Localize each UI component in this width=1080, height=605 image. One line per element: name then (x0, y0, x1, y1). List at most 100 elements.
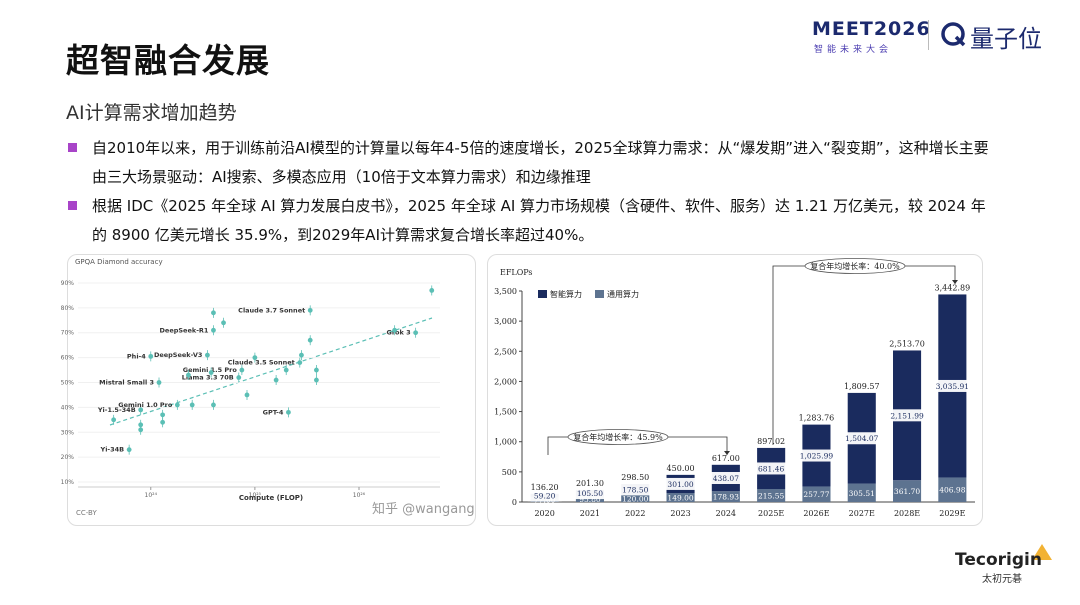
y-tick-label: 1,500 (494, 408, 517, 417)
point-label: Mistral Small 3 (99, 379, 154, 387)
x-tick-label: 10²⁶ (353, 492, 366, 499)
point-label: Phi-4 (127, 352, 146, 360)
point (205, 352, 210, 358)
point (186, 372, 191, 378)
point-label: Gemini 1.0 Pro (118, 401, 173, 409)
label-box (844, 432, 879, 445)
point-label: Claude 3.7 Sonnet (238, 306, 305, 314)
point (148, 353, 154, 359)
point (189, 402, 195, 408)
value-label: 438.07 (713, 474, 739, 483)
annotation: 复合年均增长率：40.0% (810, 261, 900, 271)
y-tick-label: 50% (61, 380, 75, 387)
annotation-oval (804, 258, 906, 274)
label-box (754, 462, 789, 475)
unit-label: EFLOPs (500, 268, 533, 277)
value-label: 301.00 (667, 480, 693, 489)
label-box (799, 449, 834, 462)
label-box (890, 409, 925, 422)
y-tick-label: 1,000 (494, 438, 517, 447)
label-box (663, 477, 698, 490)
y-tick-label: 2,500 (494, 347, 517, 356)
point (413, 330, 419, 336)
point-label: GPT-4 (263, 408, 284, 416)
value-label: 95.80 (579, 495, 601, 504)
y-tick-label: 40% (61, 404, 75, 411)
point (126, 447, 132, 453)
x-tick-label: 2026E (803, 509, 829, 518)
point (174, 402, 180, 408)
point (283, 367, 289, 373)
source: CC-BY (76, 509, 97, 517)
point (211, 402, 216, 408)
slide-subtitle: AI计算需求增加趋势 (66, 102, 237, 124)
total-label: 3,442.89 (935, 283, 971, 292)
x-tick-label: 2023 (670, 509, 690, 518)
value-label: 1,504.07 (845, 434, 879, 443)
value-label: 215.55 (758, 492, 784, 501)
point (236, 375, 242, 380)
slide-title: 超智融合发展 (66, 41, 270, 80)
label-box (935, 379, 970, 392)
annotation-arrow (952, 280, 958, 284)
total-label: 2,513.70 (889, 339, 925, 348)
point (138, 407, 144, 413)
x-tick-label: 2027E (849, 509, 875, 518)
point (392, 327, 398, 333)
value-label: 1,025.99 (800, 452, 834, 461)
point (221, 320, 226, 326)
total-label: 897.02 (757, 437, 785, 446)
event-tagline: 智能未来大会 (814, 45, 893, 55)
x-tick-label: 10²⁴ (145, 492, 158, 499)
point (307, 307, 313, 313)
point (138, 427, 144, 433)
y-tick-label: 60% (61, 355, 75, 362)
bar-segment (575, 496, 604, 502)
value-label: 361.70 (894, 487, 920, 496)
point (211, 310, 216, 316)
total-label: 450.00 (667, 464, 695, 473)
point-label: Gemini 1.5 Pro (183, 366, 238, 374)
y-tick-label: 500 (502, 468, 517, 477)
total-label: 201.30 (576, 479, 604, 488)
point (286, 409, 291, 415)
point (299, 352, 304, 358)
value-label: 59.20 (534, 492, 556, 501)
point (160, 419, 166, 425)
total-label: 617.00 (712, 454, 740, 463)
chart-panel (67, 254, 476, 526)
point (252, 355, 258, 361)
x-tick-label: 10²⁵ (249, 492, 262, 499)
point-label: DeepSeek-V3 (154, 351, 202, 359)
point (314, 367, 319, 373)
x-tick-label: 2024 (716, 509, 736, 518)
y-tick-label: 10% (61, 479, 75, 486)
x-tick-label: 2028E (894, 509, 920, 518)
bar-segment (847, 483, 876, 502)
point (314, 377, 319, 383)
y-tick-label: 90% (61, 280, 75, 287)
value-label: 305.51 (849, 489, 875, 498)
bullet-text: 根据 IDC《2025 年全球 AI 算力发展白皮书》，2025 年全球 AI … (92, 197, 986, 244)
annotation: 复合年均增长率：45.9% (573, 432, 663, 442)
total-label: 1,283.76 (799, 414, 835, 423)
y-tick-label: 3,500 (494, 287, 517, 296)
x-tick-label: 2025E (758, 509, 784, 518)
value-label: 120.00 (622, 494, 648, 503)
value-label: 178.93 (713, 493, 739, 502)
y-tick-label: 30% (61, 429, 75, 436)
point (160, 412, 166, 418)
x-tick-label: 2029E (939, 509, 965, 518)
legend-swatch (595, 290, 604, 298)
bullet: 根据 IDC《2025 年全球 AI 算力发展白皮书》，2025 年全球 AI … (66, 192, 991, 250)
point (429, 288, 435, 293)
x-axis-label: Compute (FLOP) (239, 494, 303, 502)
legend-label: 通用算力 (607, 289, 639, 299)
label-box (572, 487, 607, 500)
divider (928, 20, 929, 50)
watermark: 知乎 @wangang (372, 502, 475, 517)
bar-segment (666, 493, 695, 502)
label-box (708, 472, 743, 485)
